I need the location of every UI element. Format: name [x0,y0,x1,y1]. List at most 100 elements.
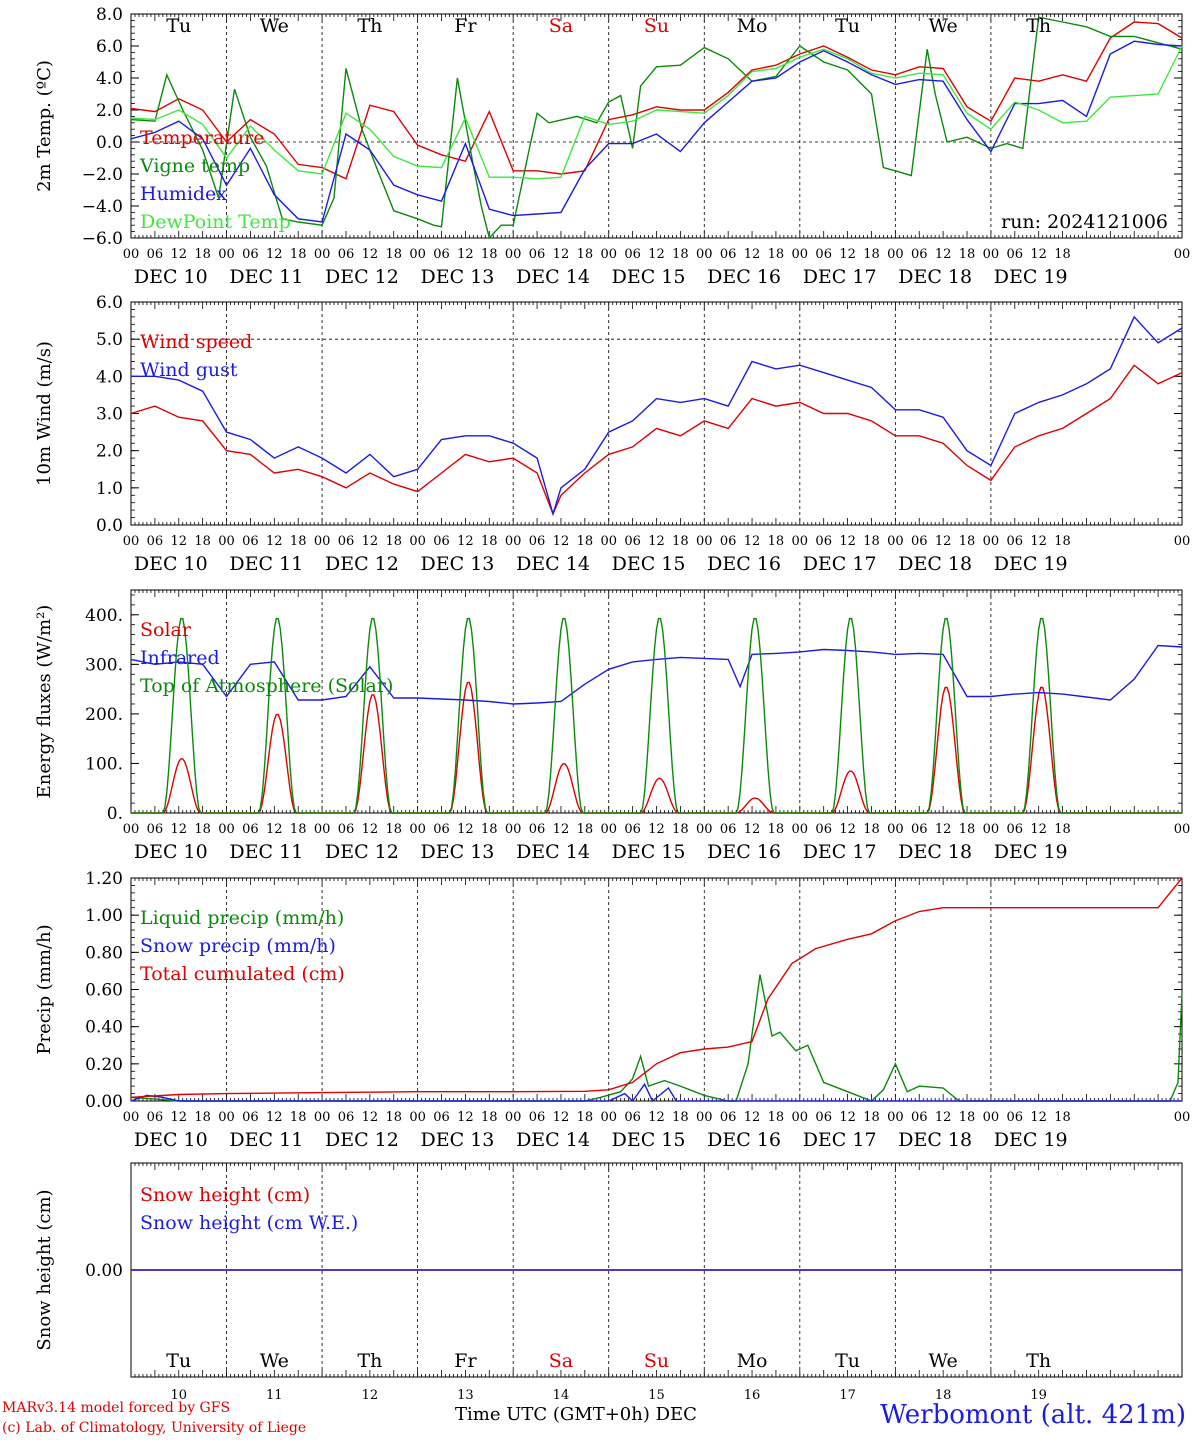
legend-entry: Total cumulated (cm) [140,963,345,985]
hour-tick-label: 06 [1007,822,1024,837]
hour-tick-label: 12 [1030,822,1047,837]
weekday-label: Sa [549,15,573,37]
hour-tick-label: 12 [648,534,665,549]
y-axis-label: 10m Wind (m/s) [34,341,55,486]
hour-tick-label: 12 [839,822,856,837]
hour-tick-label: 18 [290,247,307,262]
hour-tick-label: 00 [123,247,140,262]
hour-tick-label: 00 [983,1110,1000,1125]
hour-tick-label: 18 [672,247,689,262]
hour-tick-label: 18 [863,1110,880,1125]
hour-tick-label: 18 [481,534,498,549]
hour-tick-label: 00 [123,1110,140,1125]
date-label: DEC 17 [803,266,877,288]
hour-tick-label: 06 [338,534,355,549]
weekday-label: We [929,1350,958,1372]
hour-tick-label: 18 [577,534,594,549]
y-tick-label: 0.0 [96,133,123,153]
weekday-label: Th [1026,15,1051,37]
hour-tick-label: 06 [624,1110,641,1125]
hour-tick-label: 06 [720,822,737,837]
hour-tick-label: 18 [577,247,594,262]
date-label: DEC 10 [134,841,208,863]
hour-tick-label: 18 [481,1110,498,1125]
hour-tick-label: 18 [290,1110,307,1125]
series-line-wind-gust [131,315,1183,517]
y-axis-label: 2m Temp. (ºC) [34,60,55,192]
hour-tick-label: 12 [839,247,856,262]
hour-tick-label: 18 [385,1110,402,1125]
y-tick-label: 300. [85,655,123,675]
y-tick-label: 2.0 [96,101,123,121]
y-tick-label: 0. [107,804,123,824]
hour-tick-label: 06 [624,822,641,837]
date-label: DEC 14 [516,841,590,863]
panel-temperature [130,13,1183,240]
hour-tick-label: 00 [600,534,617,549]
day-number-label: 17 [839,1388,856,1403]
legend-entry: Vigne temp [139,155,250,177]
hour-tick-label: 12 [935,822,952,837]
date-label: DEC 18 [898,266,972,288]
date-label: DEC 14 [516,553,590,575]
date-label: DEC 17 [803,553,877,575]
hour-tick-label: 12 [648,247,665,262]
panel-precip [130,877,1183,1103]
date-label: DEC 17 [803,1129,877,1151]
series-line-wind-speed [130,364,1183,516]
weekday-label: Su [644,1350,669,1372]
hour-tick-label: 18 [672,1110,689,1125]
hour-tick-label: 00 [123,822,140,837]
panel-wind [130,301,1183,526]
y-tick-label: 0.00 [85,1092,123,1112]
legend-entry: Top of Atmosphere (Solar) [140,675,393,697]
y-axis-label: Energy fluxes (W/m²) [34,605,55,799]
y-tick-label: 6.0 [96,37,123,57]
day-number-label: 16 [744,1388,761,1403]
day-number-label: 18 [935,1388,952,1403]
hour-tick-label: 18 [194,534,211,549]
hour-tick-label: 06 [1007,1110,1024,1125]
hour-tick-label: 06 [147,1110,164,1125]
date-label: DEC 13 [421,841,495,863]
hour-tick-label: 12 [744,247,761,262]
hour-tick-label: 00 [314,247,331,262]
hour-tick-label: 06 [529,1110,546,1125]
hour-tick-label: 18 [672,534,689,549]
date-label: DEC 14 [516,1129,590,1151]
hour-tick-label: 12 [553,247,570,262]
y-tick-label: 5.0 [96,330,123,350]
hour-tick-label: 18 [768,247,785,262]
hour-tick-label: 18 [959,822,976,837]
hour-tick-label: 12 [553,822,570,837]
hour-tick-label: 00 [887,822,904,837]
credit-line-2: (c) Lab. of Climatology, University of L… [2,1420,307,1436]
hour-tick-label: 18 [385,822,402,837]
day-number-label: 12 [362,1388,379,1403]
hour-tick-label: 06 [815,1110,832,1125]
date-label: DEC 14 [516,266,590,288]
hour-tick-label: 06 [529,534,546,549]
hour-tick-label: 06 [529,247,546,262]
date-label: DEC 19 [994,553,1068,575]
weekday-label: Fr [454,15,477,37]
hour-tick-label: 00 [600,247,617,262]
hour-tick-label: 06 [720,1110,737,1125]
date-label: DEC 19 [994,266,1068,288]
hour-tick-label: 18 [672,822,689,837]
legend-entry: Snow precip (mm/h) [140,935,336,957]
hour-tick-label: 12 [839,1110,856,1125]
weekday-label: We [260,15,289,37]
hour-tick-label: 00 [409,822,426,837]
date-label: DEC 11 [229,266,303,288]
hour-tick-label: 00 [696,1110,713,1125]
legend-entry: Wind speed [140,331,252,353]
weekday-label: Th [357,15,382,37]
hour-tick-label: 06 [815,534,832,549]
hour-tick-label: 00 [505,1110,522,1125]
y-tick-label: 3.0 [96,405,123,425]
hour-tick-label: 06 [720,534,737,549]
hour-tick-label: 12 [266,1110,283,1125]
hour-tick-label: 06 [242,534,259,549]
y-axis-label: Precip (mm/h) [34,924,55,1054]
